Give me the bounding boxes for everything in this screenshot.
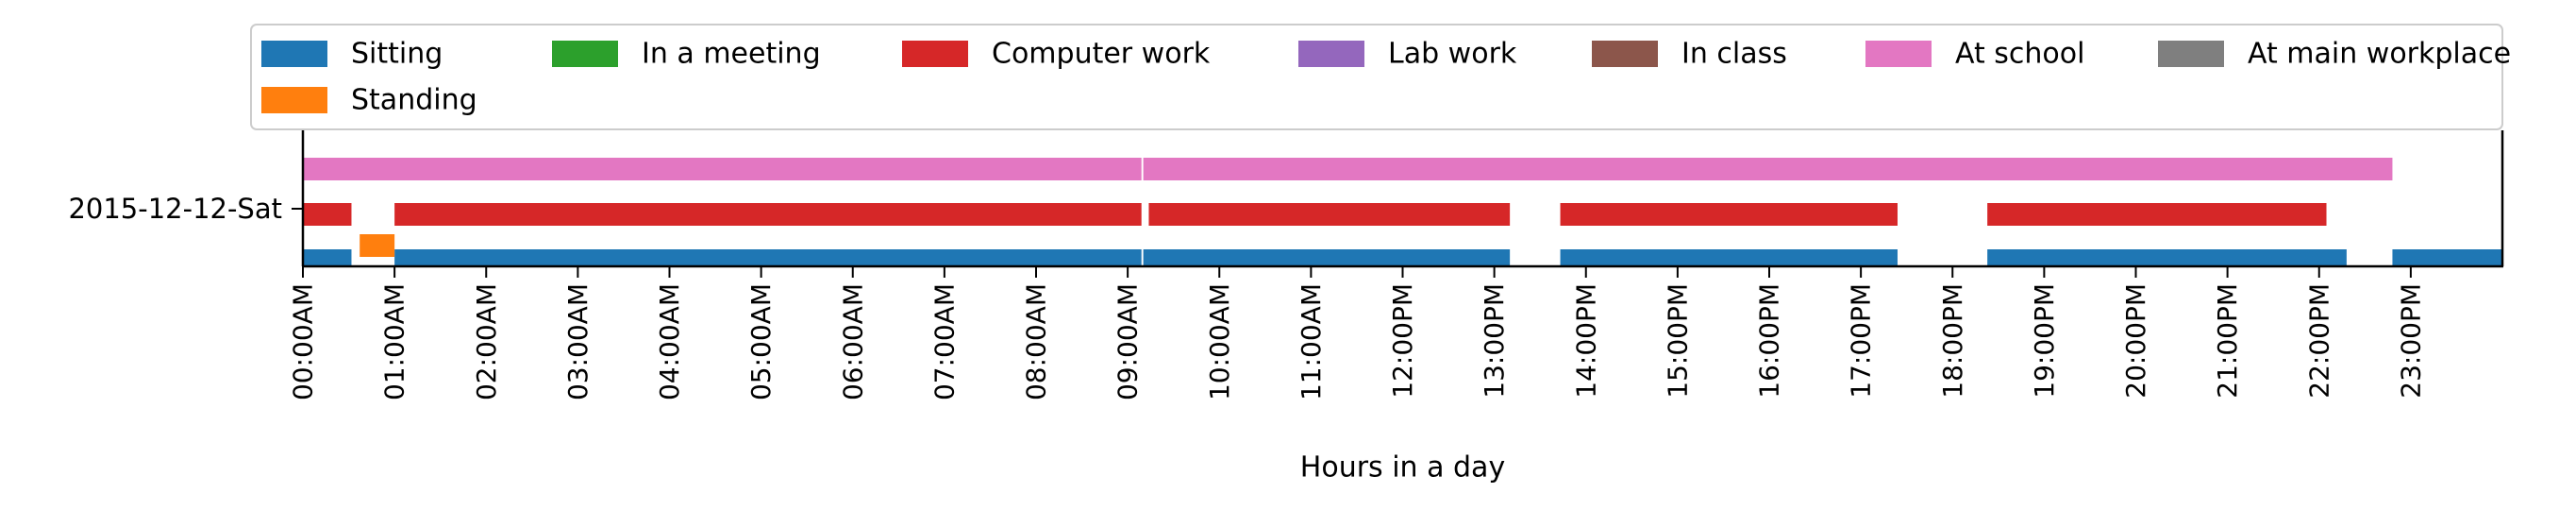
legend-swatch-lab-work [1298, 41, 1364, 67]
computer-work-bar [394, 203, 1142, 226]
at-school-bar [1143, 158, 2393, 180]
sitting-bar [303, 249, 352, 266]
x-tick-label: 04:00AM [654, 283, 685, 400]
x-tick-label: 08:00AM [1021, 283, 1052, 400]
x-axis-title: Hours in a day [1300, 451, 1505, 484]
legend-swatch-in-class [1592, 41, 1658, 67]
x-tick-label: 10:00AM [1204, 283, 1235, 400]
sitting-bar [2392, 249, 2502, 266]
legend-label-in-class: In class [1681, 38, 1787, 71]
x-tick-label: 05:00AM [745, 283, 777, 400]
at-school-bar [303, 158, 1142, 180]
computer-work-bar [1987, 203, 2327, 226]
x-tick-label: 23:00PM [2395, 283, 2426, 399]
y-tick-label: 2015-12-12-Sat [68, 193, 282, 225]
activity-bars [303, 158, 2502, 266]
legend-label-in-a-meeting: In a meeting [642, 38, 821, 71]
legend-swatch-sitting [261, 41, 327, 67]
legend-label-standing: Standing [351, 84, 477, 117]
x-tick-label: 03:00AM [562, 283, 594, 400]
x-tick-label: 07:00AM [928, 283, 960, 400]
x-tick-label: 21:00PM [2212, 283, 2243, 399]
x-tick-label: 01:00AM [379, 283, 410, 400]
sitting-bar [394, 249, 1142, 266]
sitting-bar [1560, 249, 1898, 266]
legend-label-at-school: At school [1955, 38, 2084, 71]
legend-swatch-standing [261, 87, 327, 113]
computer-work-bar [303, 203, 352, 226]
sitting-bar [1987, 249, 2347, 266]
x-tick-label: 20:00PM [2120, 283, 2151, 399]
x-tick-label: 09:00AM [1112, 283, 1144, 400]
sitting-bar [1143, 249, 1511, 266]
x-tick-label: 06:00AM [837, 283, 868, 400]
legend-swatch-in-a-meeting [552, 41, 618, 67]
legend: Sitting Standing In a meeting Computer work… [250, 24, 2511, 130]
x-tick-label: 02:00AM [471, 283, 502, 400]
x-tick-label: 00:00AM [288, 283, 319, 400]
x-tick-label: 12:00PM [1387, 283, 1418, 399]
legend-label-lab-work: Lab work [1388, 38, 1517, 71]
x-tick-label: 18:00PM [1937, 283, 1968, 399]
x-tick-label: 13:00PM [1479, 283, 1510, 399]
legend-swatch-at-main-workplace [2158, 41, 2224, 67]
legend-box [250, 24, 2503, 130]
axes: 00:00AM 01:00AM 02:00AM 03:00AM 04:00AM 05:00… [68, 130, 2504, 484]
legend-label-sitting: Sitting [351, 38, 443, 71]
computer-work-bar [1560, 203, 1898, 226]
legend-label-at-main-workplace: At main workplace [2248, 38, 2511, 71]
legend-swatch-computer-work [902, 41, 968, 67]
computer-work-bar [1148, 203, 1511, 226]
x-tick-label: 15:00PM [1662, 283, 1693, 399]
x-tick-label: 16:00PM [1754, 283, 1785, 399]
x-tick-label: 17:00PM [1846, 283, 1877, 399]
x-tick-label: 14:00PM [1570, 283, 1601, 399]
legend-swatch-at-school [1865, 41, 1932, 67]
x-tick-label: 19:00PM [2029, 283, 2060, 399]
legend-label-computer-work: Computer work [992, 38, 1211, 71]
x-tick-label: 11:00AM [1296, 283, 1327, 400]
standing-bar [360, 234, 395, 257]
x-tick-label: 22:00PM [2303, 283, 2334, 399]
